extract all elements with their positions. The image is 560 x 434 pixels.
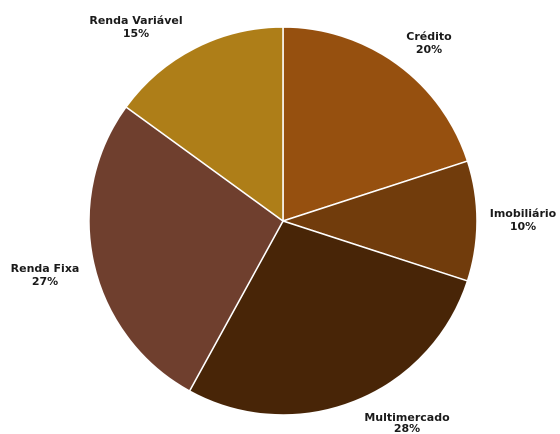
slice-value-renda-variavel: 15% (123, 27, 149, 40)
pie-slice-renda-variavel (125, 26, 284, 223)
slice-label-imobiliario: Imobiliário (490, 207, 557, 220)
pie-slices (88, 26, 478, 416)
slice-value-renda-fixa: 27% (32, 275, 58, 288)
pie-slice-credito (282, 26, 469, 223)
slice-value-credito: 20% (416, 43, 442, 56)
slice-value-imobiliario: 10% (510, 220, 536, 233)
slice-label-renda-variavel: Renda Variável (89, 14, 182, 27)
slice-label-multimercado: Multimercado (364, 411, 450, 424)
pie-slice-renda-fixa (88, 105, 284, 393)
pie-slice-imobiliario (280, 160, 478, 282)
pie-slice-multimercado (188, 220, 469, 416)
slice-label-credito: Crédito (406, 30, 452, 43)
slice-label-renda-fixa: Renda Fixa (11, 262, 80, 275)
slice-value-multimercado: 28% (394, 422, 420, 434)
